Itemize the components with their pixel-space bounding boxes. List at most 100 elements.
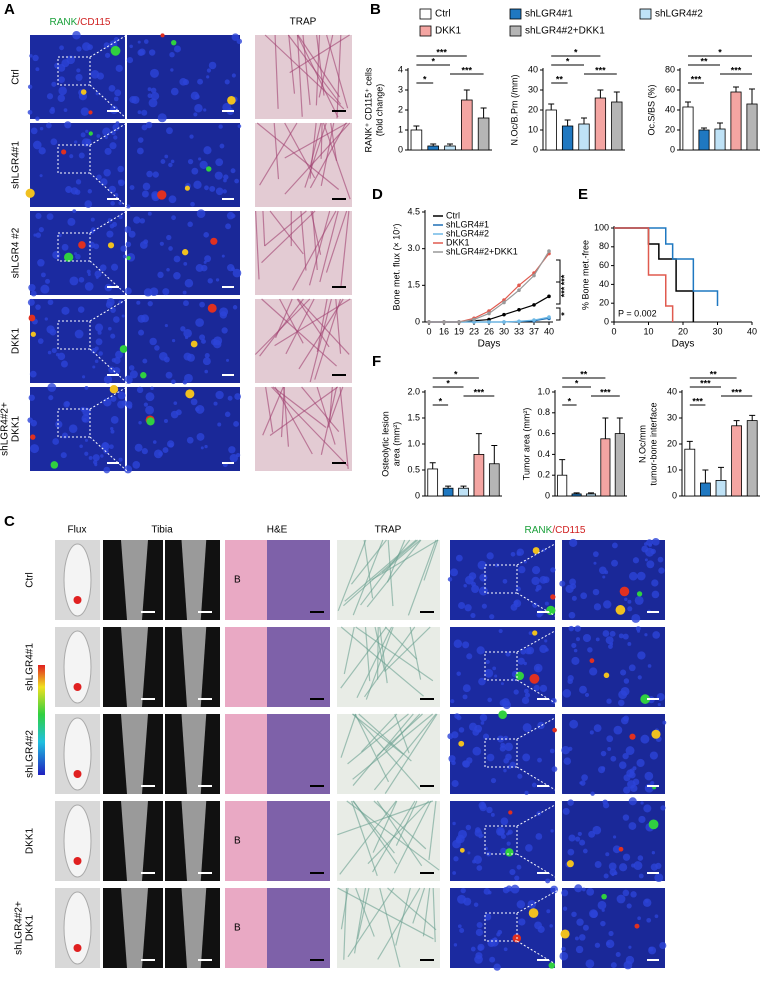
nucleus [52,438,60,445]
nucleus [453,639,463,648]
nucleus [622,814,630,821]
nucleus [636,758,645,768]
tissue [366,539,422,608]
nucleus [65,186,73,194]
nucleus [63,108,68,112]
nucleus [168,246,173,251]
nucleus [112,367,121,375]
nucleus [217,422,222,427]
nucleus [531,782,537,788]
y-tick-label: 0.2 [537,470,550,480]
y-tick-label: 4 [398,64,403,74]
nucleus [215,278,220,282]
tissue [320,386,338,455]
bar [427,145,439,151]
significance: *** [731,65,742,75]
nucleus [150,91,160,101]
bone [181,888,207,968]
nucleus [143,288,153,297]
nucleus [474,829,483,837]
point [442,320,446,324]
nucleus [452,871,457,875]
zoom-line [89,84,128,120]
bar [746,420,758,497]
nucleus [204,185,209,191]
tissue [363,539,374,599]
nucleus [536,584,542,591]
nucleus [129,44,133,49]
nucleus [549,924,553,928]
error-bar [602,417,609,439]
bone [121,540,148,620]
nucleus [223,178,227,183]
signal [515,671,525,681]
tissue [352,713,421,790]
nucleus [595,637,600,642]
nucleus [551,766,558,772]
nucleus [470,946,476,952]
signal [25,188,35,198]
nucleus [228,446,236,454]
nucleus [506,841,511,846]
nucleus [27,298,35,306]
nucleus [623,786,631,794]
tissue [393,800,432,874]
nucleus [61,243,69,251]
nucleus [483,888,491,895]
bar [611,101,623,151]
bone [181,627,207,707]
bar [698,129,710,151]
nucleus [131,95,140,104]
image [255,35,352,119]
nucleus [186,436,194,444]
column-header: Tibia [151,525,173,536]
nucleus [109,142,117,150]
tumor [267,627,330,707]
tissue [358,713,412,762]
nucleus [138,329,145,336]
nucleus [612,835,617,839]
nucleus [96,174,102,181]
signal [529,673,540,684]
signal [601,893,607,900]
nucleus [27,417,33,423]
signal [171,39,177,46]
nucleus [129,185,135,190]
row-label: DKK1 [25,828,36,855]
nucleus [626,903,632,909]
nucleus [628,822,637,830]
bar [585,493,597,497]
point [502,300,506,305]
tissue [354,713,390,783]
x-tick-label: 0 [611,326,616,336]
nucleus [139,241,148,249]
nucleus [593,561,597,565]
nucleus [138,421,142,425]
nucleus [136,300,141,305]
nucleus [45,122,52,129]
nucleus [641,545,649,553]
bone-label: B [234,836,241,847]
panel-letter: C [4,513,15,530]
zoom-box [57,144,91,174]
signal [560,929,570,939]
nucleus [600,766,606,771]
y-tick-label: 10 [528,124,538,134]
significance: * [439,396,443,406]
tissue [264,210,307,247]
nucleus [189,134,194,139]
nucleus [458,829,467,839]
error-bar [616,417,623,434]
nucleus [224,79,230,85]
nucleus [651,851,655,855]
nucleus [108,84,116,92]
nucleus [453,856,459,862]
tissue [272,386,327,428]
nucleus [622,853,631,861]
nucleus [141,190,149,198]
nucleus [76,68,81,73]
signal [546,605,556,616]
column-header: TRAP [375,525,402,536]
y-tick-label: 40 [528,64,538,74]
bar [746,103,758,151]
